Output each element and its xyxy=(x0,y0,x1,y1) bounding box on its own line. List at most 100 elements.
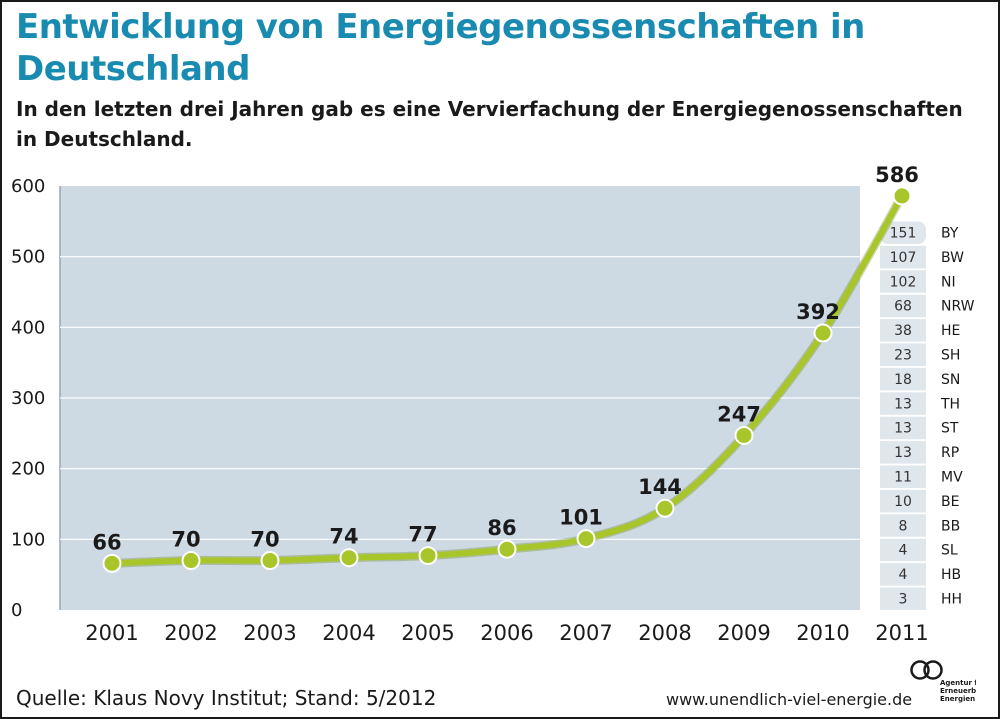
data-label: 66 xyxy=(92,530,121,554)
data-point xyxy=(181,551,201,571)
data-point xyxy=(339,548,359,568)
x-tick-label: 2004 xyxy=(322,621,375,645)
data-label: 86 xyxy=(487,516,516,540)
data-point xyxy=(260,551,280,571)
y-tick-label: 100 xyxy=(11,529,45,550)
breakdown-state: HB xyxy=(941,567,961,583)
breakdown-value: 13 xyxy=(894,396,912,412)
breakdown-state: SN xyxy=(941,372,960,388)
breakdown-value: 11 xyxy=(894,470,912,486)
breakdown-cell xyxy=(880,221,926,244)
breakdown-state: HH xyxy=(941,592,962,608)
breakdown-value: 10 xyxy=(894,494,912,510)
data-label: 101 xyxy=(559,506,603,530)
data-point xyxy=(892,186,912,206)
breakdown-state: BW xyxy=(941,250,964,266)
data-label: 392 xyxy=(796,300,840,324)
breakdown-value: 68 xyxy=(894,299,912,315)
chart-title: Entwicklung von Energiegenossenschaften … xyxy=(16,7,865,89)
data-label: 70 xyxy=(250,528,279,552)
data-label: 77 xyxy=(408,523,437,547)
breakdown-value: 38 xyxy=(894,323,912,339)
source-note: Quelle: Klaus Novy Institut; Stand: 5/20… xyxy=(16,686,437,710)
breakdown-cell xyxy=(880,416,926,440)
breakdown-state: BB xyxy=(941,518,960,534)
y-tick-label: 0 xyxy=(11,600,22,621)
website-link[interactable]: www.unendlich-viel-energie.de xyxy=(666,690,913,709)
data-point xyxy=(102,553,122,573)
breakdown-state: HE xyxy=(941,323,960,339)
agency-logo: Agentur für Erneuerbare Energien xyxy=(910,660,976,703)
x-tick-label: 2006 xyxy=(480,621,533,645)
y-tick-label: 300 xyxy=(11,388,45,409)
breakdown-state: BE xyxy=(941,494,959,510)
y-tick-label: 200 xyxy=(11,459,45,480)
x-tick-label: 2008 xyxy=(638,621,691,645)
breakdown-cell xyxy=(880,489,926,513)
breakdown-value: 13 xyxy=(894,421,912,437)
x-tick-label: 2009 xyxy=(717,621,770,645)
breakdown-cell xyxy=(880,441,926,464)
breakdown-cell xyxy=(880,587,926,610)
x-tick-label: 2010 xyxy=(796,621,849,645)
breakdown-cell xyxy=(880,270,926,293)
breakdown-cell xyxy=(880,514,926,537)
x-tick-label: 2005 xyxy=(401,621,454,645)
data-point xyxy=(576,529,596,549)
logo-text-line-1: Agentur für xyxy=(940,679,976,687)
breakdown-value: 23 xyxy=(894,348,912,364)
plot-area xyxy=(59,186,860,610)
breakdown-cell xyxy=(880,343,926,366)
data-label: 586 xyxy=(875,163,919,187)
x-tick-label: 2001 xyxy=(85,621,138,645)
logo-text-line-2: Erneuerbare xyxy=(940,687,976,695)
data-point xyxy=(418,546,438,566)
breakdown-cell xyxy=(880,245,926,269)
data-label: 74 xyxy=(329,525,358,549)
breakdown-state: ST xyxy=(941,421,959,437)
x-axis-ticks: 2001 2002 2003 2004 2005 2006 2007 2008 2009 2010… xyxy=(85,621,928,645)
breakdown-cell xyxy=(880,538,926,562)
breakdown-value: 102 xyxy=(890,274,917,290)
breakdown-value: 4 xyxy=(899,543,908,559)
breakdown-value: 18 xyxy=(894,372,912,388)
data-points xyxy=(102,186,912,573)
breakdown-value: 4 xyxy=(899,567,908,583)
x-tick-label: 2011 xyxy=(875,621,928,645)
data-label: 144 xyxy=(638,475,682,499)
breakdown-state: SH xyxy=(941,348,960,364)
breakdown-value: 151 xyxy=(890,226,917,242)
breakdown-cell xyxy=(880,465,926,488)
breakdown-cell xyxy=(880,392,926,415)
breakdown-state: BY xyxy=(941,226,959,242)
infinity-icon xyxy=(910,660,943,680)
data-label: 247 xyxy=(717,402,761,426)
breakdown-state: NI xyxy=(941,274,956,290)
breakdown-value: 8 xyxy=(899,518,908,534)
breakdown-value: 107 xyxy=(890,250,917,266)
data-point xyxy=(497,539,517,559)
y-tick-label: 500 xyxy=(11,247,45,268)
chart-subtitle: In den letzten drei Jahren gab es eine V… xyxy=(16,97,963,151)
y-tick-label: 400 xyxy=(11,317,45,338)
breakdown-state: TH xyxy=(940,396,960,412)
y-tick-label: 600 xyxy=(11,176,45,197)
x-tick-label: 2007 xyxy=(559,621,612,645)
data-label: 70 xyxy=(171,528,200,552)
x-tick-label: 2002 xyxy=(164,621,217,645)
breakdown-value: 13 xyxy=(894,445,912,461)
data-labels: 66 70 70 74 77 86 101 144 247 392 586 xyxy=(92,163,919,554)
breakdown-value: 3 xyxy=(899,592,908,608)
breakdown-cell xyxy=(880,563,926,586)
breakdown-state: NRW xyxy=(941,299,975,315)
logo-text-line-3: Energien xyxy=(940,695,975,703)
data-point xyxy=(655,498,675,518)
x-tick-label: 2003 xyxy=(243,621,296,645)
breakdown-state: MV xyxy=(941,470,963,486)
breakdown-state: RP xyxy=(941,445,959,461)
data-point xyxy=(813,323,833,343)
breakdown-cell xyxy=(880,319,926,342)
